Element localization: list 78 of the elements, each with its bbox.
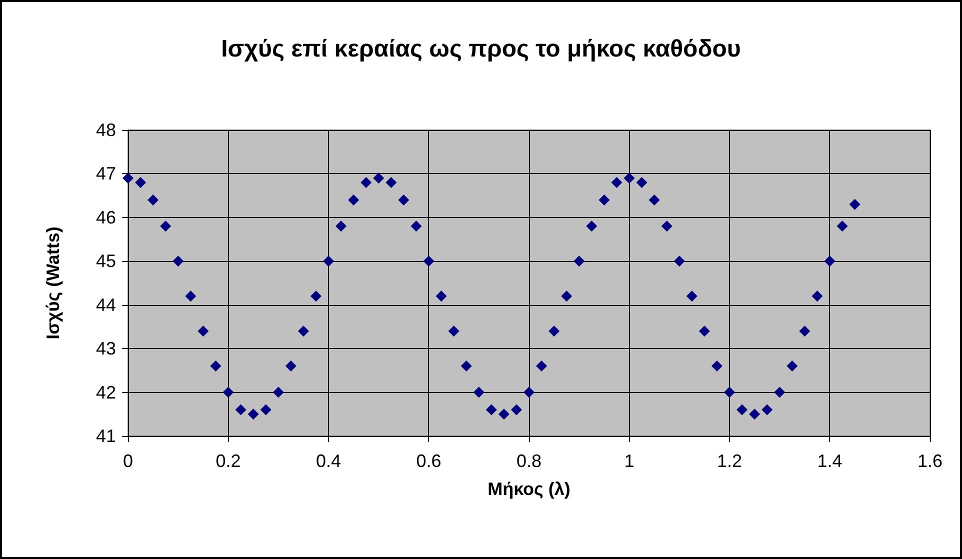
point (235, 404, 246, 416)
point (762, 404, 773, 416)
point (724, 386, 735, 398)
x-tick-label: 1.6 (917, 451, 943, 471)
point (398, 194, 410, 206)
point (674, 256, 685, 267)
point (448, 326, 460, 337)
x-tick-label: 1.2 (716, 451, 742, 471)
point (323, 256, 334, 267)
point (473, 386, 484, 398)
point (172, 256, 184, 267)
point (148, 194, 159, 206)
y-tick-label: 44 (96, 294, 116, 315)
point (210, 360, 222, 372)
point (548, 326, 560, 337)
point (812, 290, 823, 302)
y-axis-title: Ισχύς (Watts) (43, 226, 63, 340)
x-tick-label: 0.2 (216, 451, 241, 471)
point (285, 360, 296, 372)
point (536, 360, 548, 372)
point (360, 176, 372, 188)
point (310, 290, 322, 302)
point (749, 408, 760, 420)
point (386, 176, 397, 188)
point (774, 386, 786, 398)
point (849, 198, 860, 210)
y-tick-label: 46 (96, 207, 116, 228)
x-axis-title: Μήκος (λ) (488, 479, 570, 499)
y-tick-label: 43 (96, 338, 116, 359)
point (348, 194, 360, 206)
x-tick-label: 1.4 (817, 451, 842, 471)
y-tick-label: 47 (96, 164, 116, 184)
point (135, 176, 146, 188)
chart-title: Ισχύς επί κεραίας ως προς το μήκος καθόδου (221, 36, 741, 62)
point (248, 408, 259, 420)
point (636, 176, 648, 188)
point (824, 256, 836, 267)
point (298, 326, 309, 337)
point (611, 176, 622, 188)
y-tick-label: 41 (96, 426, 116, 446)
point (436, 290, 447, 302)
point (460, 360, 472, 372)
point (686, 290, 698, 302)
point (498, 408, 510, 420)
x-tick-label: 0 (122, 451, 134, 471)
x-tick-label: 1 (624, 451, 634, 471)
point (423, 256, 434, 267)
point (510, 404, 522, 416)
y-tick-label: 45 (96, 251, 116, 272)
point (799, 326, 810, 337)
x-tick-label: 0.4 (316, 451, 342, 471)
point (586, 220, 598, 232)
point (661, 220, 672, 232)
point (698, 326, 710, 337)
y-tick-label: 42 (96, 382, 116, 402)
x-tick-label: 0.6 (416, 451, 442, 471)
point (222, 386, 234, 398)
point (160, 220, 172, 232)
point (624, 172, 635, 184)
point (486, 404, 497, 416)
point (736, 404, 748, 416)
point (260, 404, 272, 416)
point (648, 194, 660, 206)
point (836, 220, 848, 232)
point (410, 220, 422, 232)
point (598, 194, 610, 206)
point (336, 220, 347, 232)
y-tick-label: 48 (96, 120, 116, 140)
point (185, 290, 196, 302)
point (561, 290, 572, 302)
point (524, 386, 534, 398)
point (574, 256, 585, 267)
point (711, 360, 722, 372)
point (198, 326, 209, 337)
x-tick-label: 0.8 (516, 451, 542, 471)
point (272, 386, 284, 398)
point (786, 360, 798, 372)
point (373, 172, 384, 184)
